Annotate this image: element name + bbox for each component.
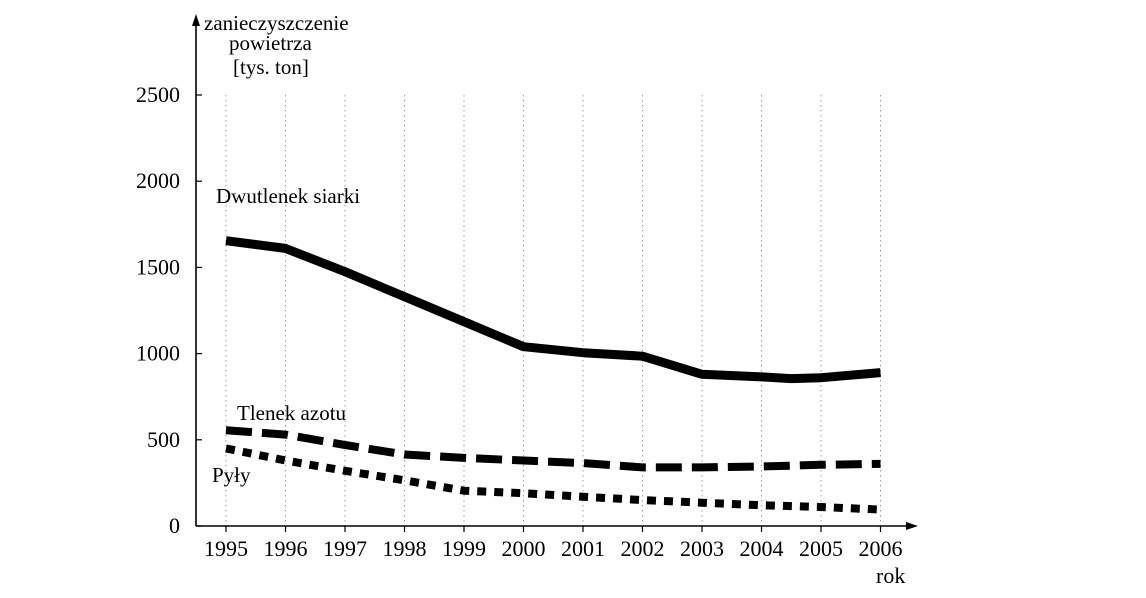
y-tick-label: 0 bbox=[169, 513, 180, 538]
x-axis-arrow-icon bbox=[906, 522, 918, 530]
series-line-pyły bbox=[225, 444, 881, 514]
series-lines bbox=[225, 236, 881, 514]
x-tick-label: 2000 bbox=[502, 536, 546, 561]
series-line-dwutlenek-siarki bbox=[225, 236, 881, 384]
y-axis-label-line-1: zanieczyszczenie bbox=[204, 11, 349, 35]
x-tick-label: 2006 bbox=[859, 536, 903, 561]
series-label-pyly: Pyły bbox=[212, 463, 251, 487]
y-axis-label-line-2: powietrza bbox=[229, 31, 312, 55]
x-tick-label: 2005 bbox=[799, 536, 843, 561]
y-axis-arrow-icon bbox=[192, 14, 200, 26]
y-tick-label: 500 bbox=[147, 427, 180, 452]
y-tick-label: 2000 bbox=[136, 168, 180, 193]
x-tick-label: 1999 bbox=[442, 536, 486, 561]
x-tick-label: 1996 bbox=[264, 536, 308, 561]
x-axis-label: rok bbox=[876, 563, 905, 588]
x-tick-label: 1997 bbox=[323, 536, 367, 561]
x-tick-label: 2001 bbox=[561, 536, 605, 561]
x-tick-label: 1998 bbox=[383, 536, 427, 561]
grid bbox=[225, 95, 881, 526]
y-axis-label-line-3: [tys. ton] bbox=[233, 55, 309, 79]
x-tick-label: 2002 bbox=[621, 536, 665, 561]
x-tick-label: 1995 bbox=[204, 536, 248, 561]
x-ticks: 1995 1996 1997 1998 1999 2000 2001 2002 2003 2004… bbox=[204, 526, 903, 561]
x-tick-label: 2003 bbox=[680, 536, 724, 561]
y-tick-label: 1500 bbox=[136, 254, 180, 279]
series-label-dwutlenek-siarki: Dwutlenek siarki bbox=[216, 184, 360, 208]
y-tick-label: 1000 bbox=[136, 341, 180, 366]
series-line-tlenek-azotu bbox=[225, 426, 881, 472]
x-tick-label: 2004 bbox=[740, 536, 784, 561]
axes bbox=[192, 14, 918, 530]
y-tick-label: 2500 bbox=[136, 82, 180, 107]
series-label-tlenek-azotu: Tlenek azotu bbox=[237, 401, 347, 425]
y-ticks: 0 500 1000 1500 2000 2500 bbox=[136, 82, 202, 538]
